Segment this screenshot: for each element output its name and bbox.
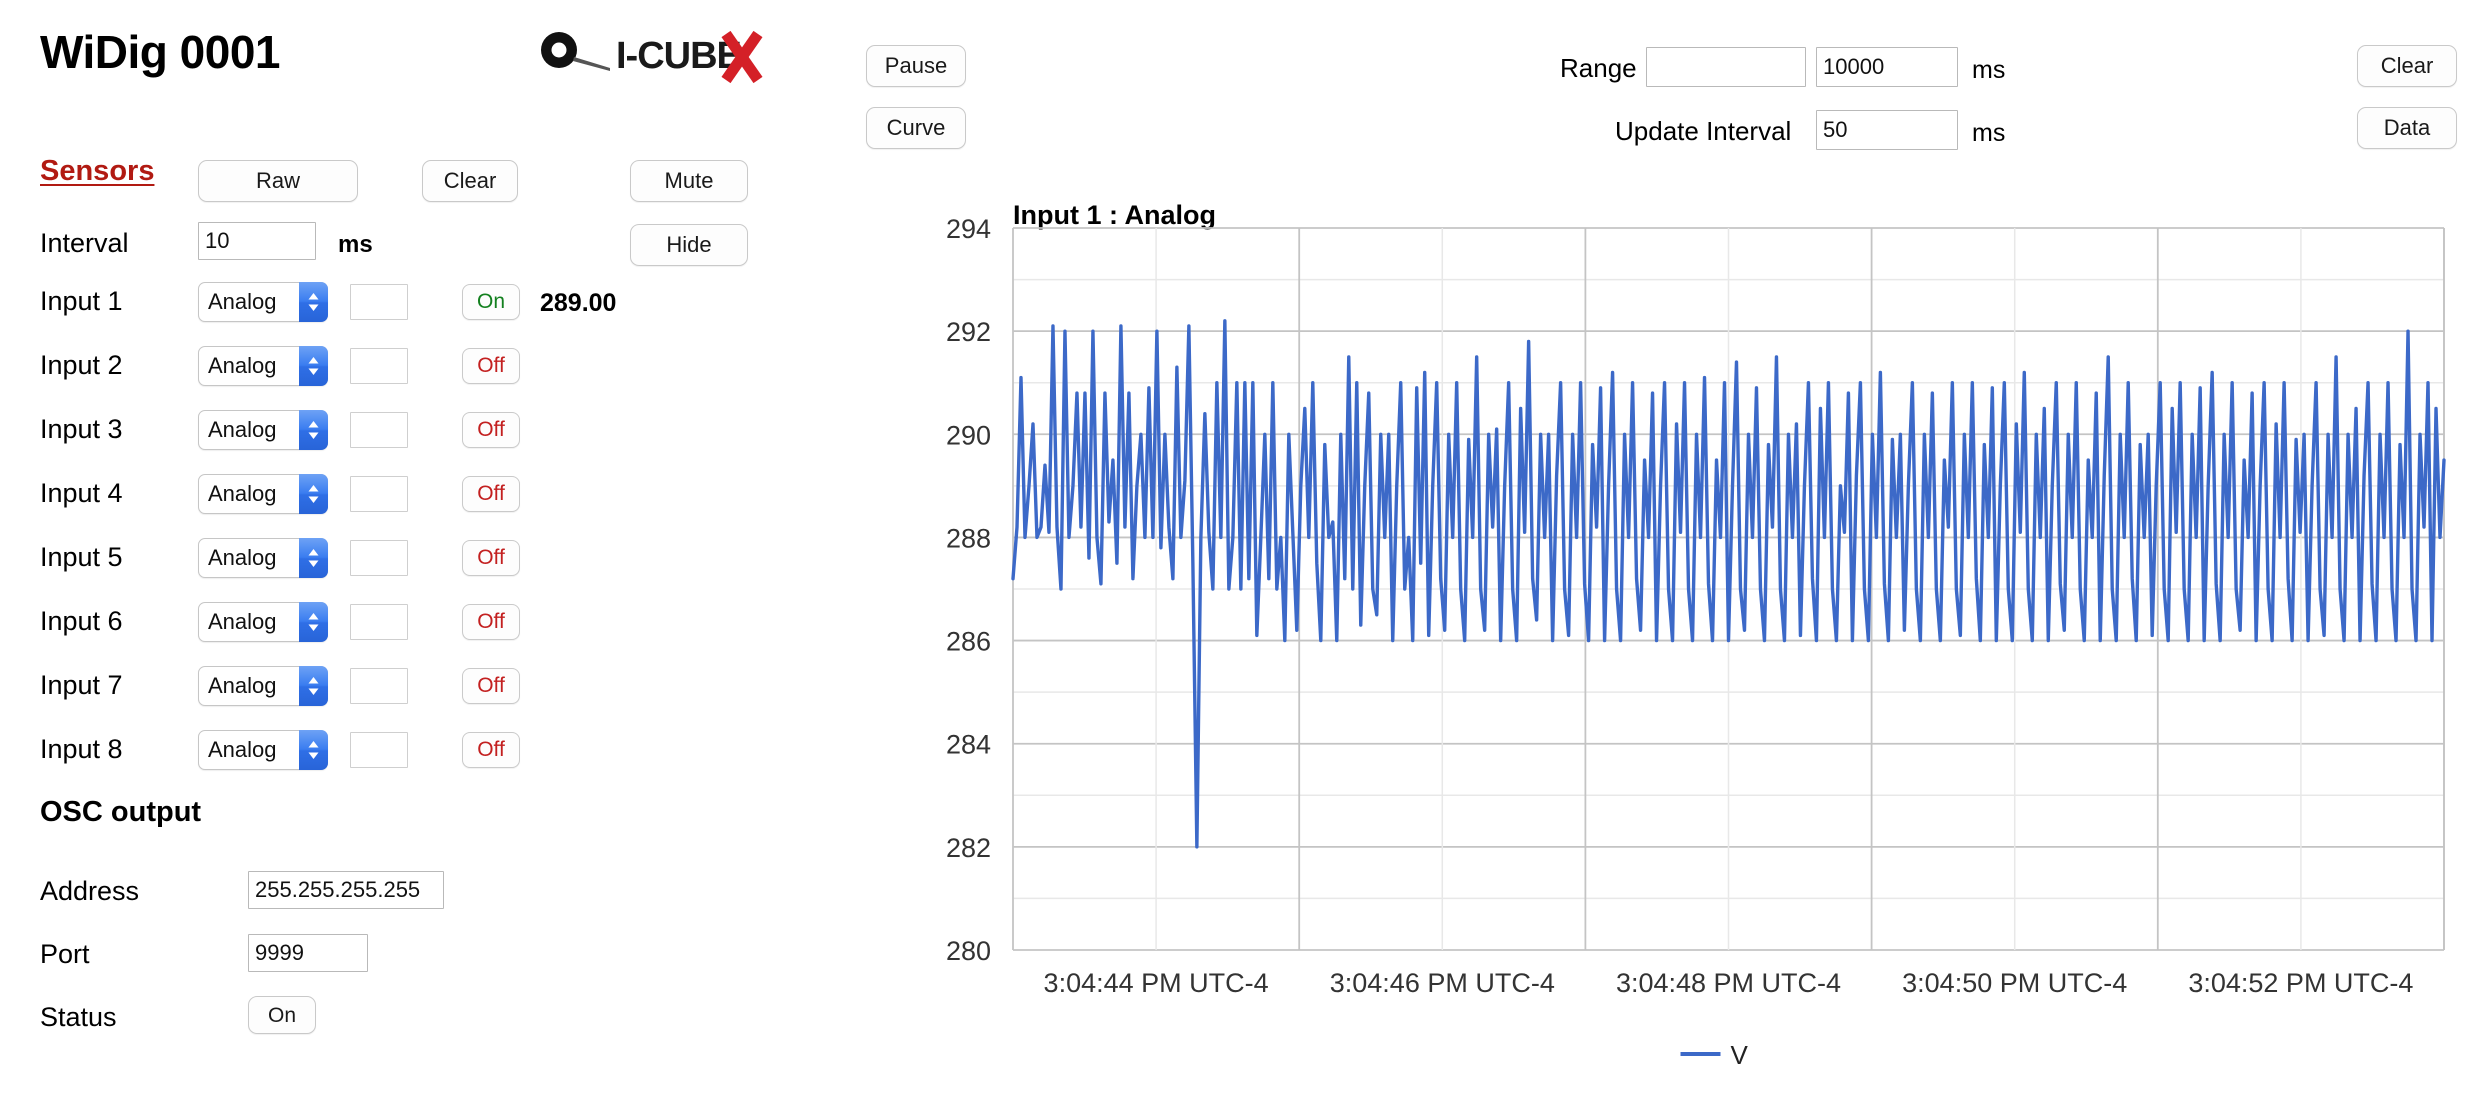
- chevron-updown-icon[interactable]: [299, 282, 328, 322]
- osc-port-input[interactable]: [248, 934, 368, 972]
- clear-button[interactable]: Clear: [2357, 45, 2457, 87]
- input-value-field-4[interactable]: [350, 476, 408, 512]
- update-interval-unit: ms: [1972, 119, 2006, 147]
- input-mode-select-4[interactable]: Analog: [198, 474, 328, 514]
- input-toggle-2[interactable]: Off: [462, 348, 520, 384]
- input-mode-select-1[interactable]: Analog: [198, 282, 328, 322]
- osc-status-toggle[interactable]: On: [248, 996, 316, 1034]
- chart-title: Input 1 : Analog: [1013, 200, 1216, 230]
- svg-text:3:04:48 PM UTC-4: 3:04:48 PM UTC-4: [1616, 968, 1841, 998]
- range-input[interactable]: [1816, 47, 1958, 87]
- osc-status-label: Status: [40, 1002, 117, 1032]
- osc-address-input[interactable]: [248, 871, 444, 909]
- input-mode-select-2[interactable]: Analog: [198, 346, 328, 386]
- svg-text:3:04:46 PM UTC-4: 3:04:46 PM UTC-4: [1330, 968, 1555, 998]
- input-label-1: Input 1: [40, 286, 123, 316]
- range-secondary-input[interactable]: [1646, 47, 1806, 87]
- raw-button[interactable]: Raw: [198, 160, 358, 202]
- input-label-4: Input 4: [40, 478, 123, 508]
- svg-text:284: 284: [946, 730, 991, 760]
- input-label-3: Input 3: [40, 414, 123, 444]
- svg-text:282: 282: [946, 833, 991, 863]
- mute-button[interactable]: Mute: [630, 160, 748, 202]
- input-mode-select-5[interactable]: Analog: [198, 538, 328, 578]
- input-value-field-1[interactable]: [350, 284, 408, 320]
- chevron-updown-icon[interactable]: [299, 538, 328, 578]
- interval-unit: ms: [338, 231, 373, 258]
- osc-port-label: Port: [40, 939, 90, 969]
- input-label-8: Input 8: [40, 734, 123, 764]
- input-value-field-2[interactable]: [350, 348, 408, 384]
- hide-button[interactable]: Hide: [630, 224, 748, 266]
- input-toggle-8[interactable]: Off: [462, 732, 520, 768]
- input-toggle-5[interactable]: Off: [462, 540, 520, 576]
- svg-text:290: 290: [946, 420, 991, 450]
- svg-text:3:04:44 PM UTC-4: 3:04:44 PM UTC-4: [1044, 968, 1269, 998]
- input-label-5: Input 5: [40, 542, 123, 572]
- input-value-field-7[interactable]: [350, 668, 408, 704]
- input-value-field-3[interactable]: [350, 412, 408, 448]
- sensors-clear-button[interactable]: Clear: [422, 160, 518, 202]
- icubex-logo: I-CUBE: [536, 28, 764, 86]
- svg-text:I-CUBE: I-CUBE: [616, 35, 741, 77]
- chevron-updown-icon[interactable]: [299, 474, 328, 514]
- chevron-updown-icon[interactable]: [299, 410, 328, 450]
- sensors-panel: WiDig 0001 I-CUBE Sensors Raw: [0, 0, 830, 1098]
- svg-text:294: 294: [946, 214, 991, 244]
- chevron-updown-icon[interactable]: [299, 346, 328, 386]
- input-toggle-7[interactable]: Off: [462, 668, 520, 704]
- pause-button[interactable]: Pause: [866, 45, 966, 87]
- update-interval-input[interactable]: [1816, 110, 1958, 150]
- range-unit: ms: [1972, 56, 2006, 84]
- range-label: Range: [1560, 53, 1637, 83]
- input-label-7: Input 7: [40, 670, 123, 700]
- interval-label: Interval: [40, 228, 129, 258]
- input-value-field-6[interactable]: [350, 604, 408, 640]
- input-label-6: Input 6: [40, 606, 123, 636]
- data-button[interactable]: Data: [2357, 107, 2457, 149]
- osc-output-heading: OSC output: [40, 796, 202, 828]
- svg-text:3:04:52 PM UTC-4: 3:04:52 PM UTC-4: [2188, 968, 2413, 998]
- input-label-2: Input 2: [40, 350, 123, 380]
- input-toggle-6[interactable]: Off: [462, 604, 520, 640]
- input-readout-1: 289.00: [540, 289, 617, 317]
- chevron-updown-icon[interactable]: [299, 730, 328, 770]
- input-toggle-4[interactable]: Off: [462, 476, 520, 512]
- update-interval-label: Update Interval: [1615, 116, 1792, 146]
- input-value-field-5[interactable]: [350, 540, 408, 576]
- svg-text:286: 286: [946, 627, 991, 657]
- svg-text:V: V: [1731, 1040, 1749, 1070]
- input-value-field-8[interactable]: [350, 732, 408, 768]
- sensors-heading-link[interactable]: Sensors: [40, 155, 155, 187]
- chart-plot[interactable]: 280 282 284 286 288 290 292 294 3:04:44 PM UTC-4…: [900, 180, 2480, 1080]
- chevron-updown-icon[interactable]: [299, 602, 328, 642]
- page-title: WiDig 0001: [40, 26, 281, 78]
- input-mode-select-7[interactable]: Analog: [198, 666, 328, 706]
- svg-text:3:04:50 PM UTC-4: 3:04:50 PM UTC-4: [1902, 968, 2127, 998]
- svg-text:288: 288: [946, 523, 991, 553]
- curve-button[interactable]: Curve: [866, 107, 966, 149]
- input-mode-select-6[interactable]: Analog: [198, 602, 328, 642]
- interval-input[interactable]: [198, 222, 316, 260]
- chart-container: Input 1 : Analog 280 282 284 286 288 290 292 29…: [900, 180, 2480, 1080]
- svg-text:292: 292: [946, 317, 991, 347]
- input-mode-select-8[interactable]: Analog: [198, 730, 328, 770]
- input-toggle-3[interactable]: Off: [462, 412, 520, 448]
- input-mode-select-3[interactable]: Analog: [198, 410, 328, 450]
- svg-text:280: 280: [946, 936, 991, 966]
- input-toggle-1[interactable]: On: [462, 284, 520, 320]
- chevron-updown-icon[interactable]: [299, 666, 328, 706]
- osc-address-label: Address: [40, 876, 140, 906]
